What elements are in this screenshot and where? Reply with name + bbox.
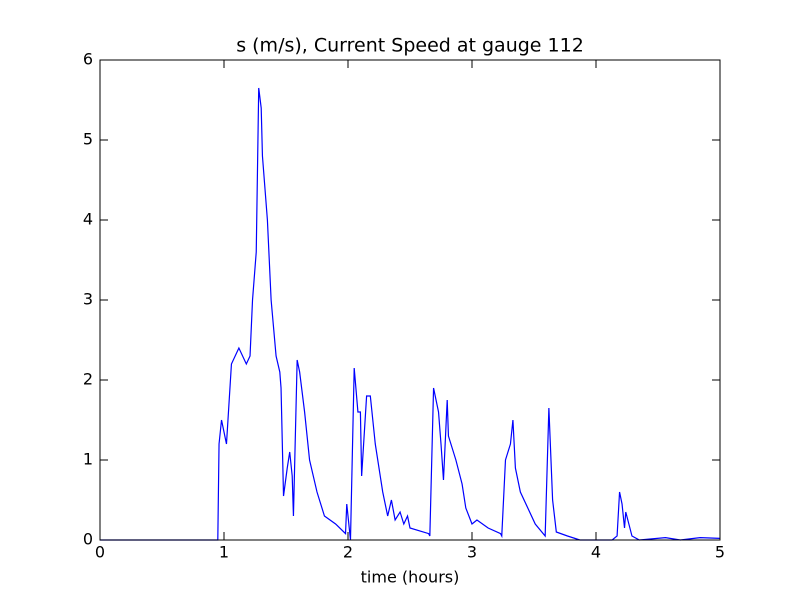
x-tick-label: 3 <box>467 543 477 562</box>
x-tick-label: 5 <box>715 543 725 562</box>
data-line <box>100 87 721 541</box>
y-tick-label: 2 <box>83 370 93 389</box>
y-tick-label: 6 <box>83 50 93 69</box>
x-tick-label: 1 <box>219 543 229 562</box>
y-tick-label: 4 <box>83 210 93 229</box>
y-tick-label: 5 <box>83 130 93 149</box>
chart-title: s (m/s), Current Speed at gauge 112 <box>236 35 584 57</box>
y-tick-label: 3 <box>83 290 93 309</box>
y-tick-label: 1 <box>83 450 93 469</box>
y-tick-label: 0 <box>83 530 93 549</box>
x-axis-label: time (hours) <box>361 568 460 587</box>
x-tick-label: 2 <box>343 543 353 562</box>
x-tick-label: 4 <box>591 543 601 562</box>
x-tick-label: 0 <box>95 543 105 562</box>
